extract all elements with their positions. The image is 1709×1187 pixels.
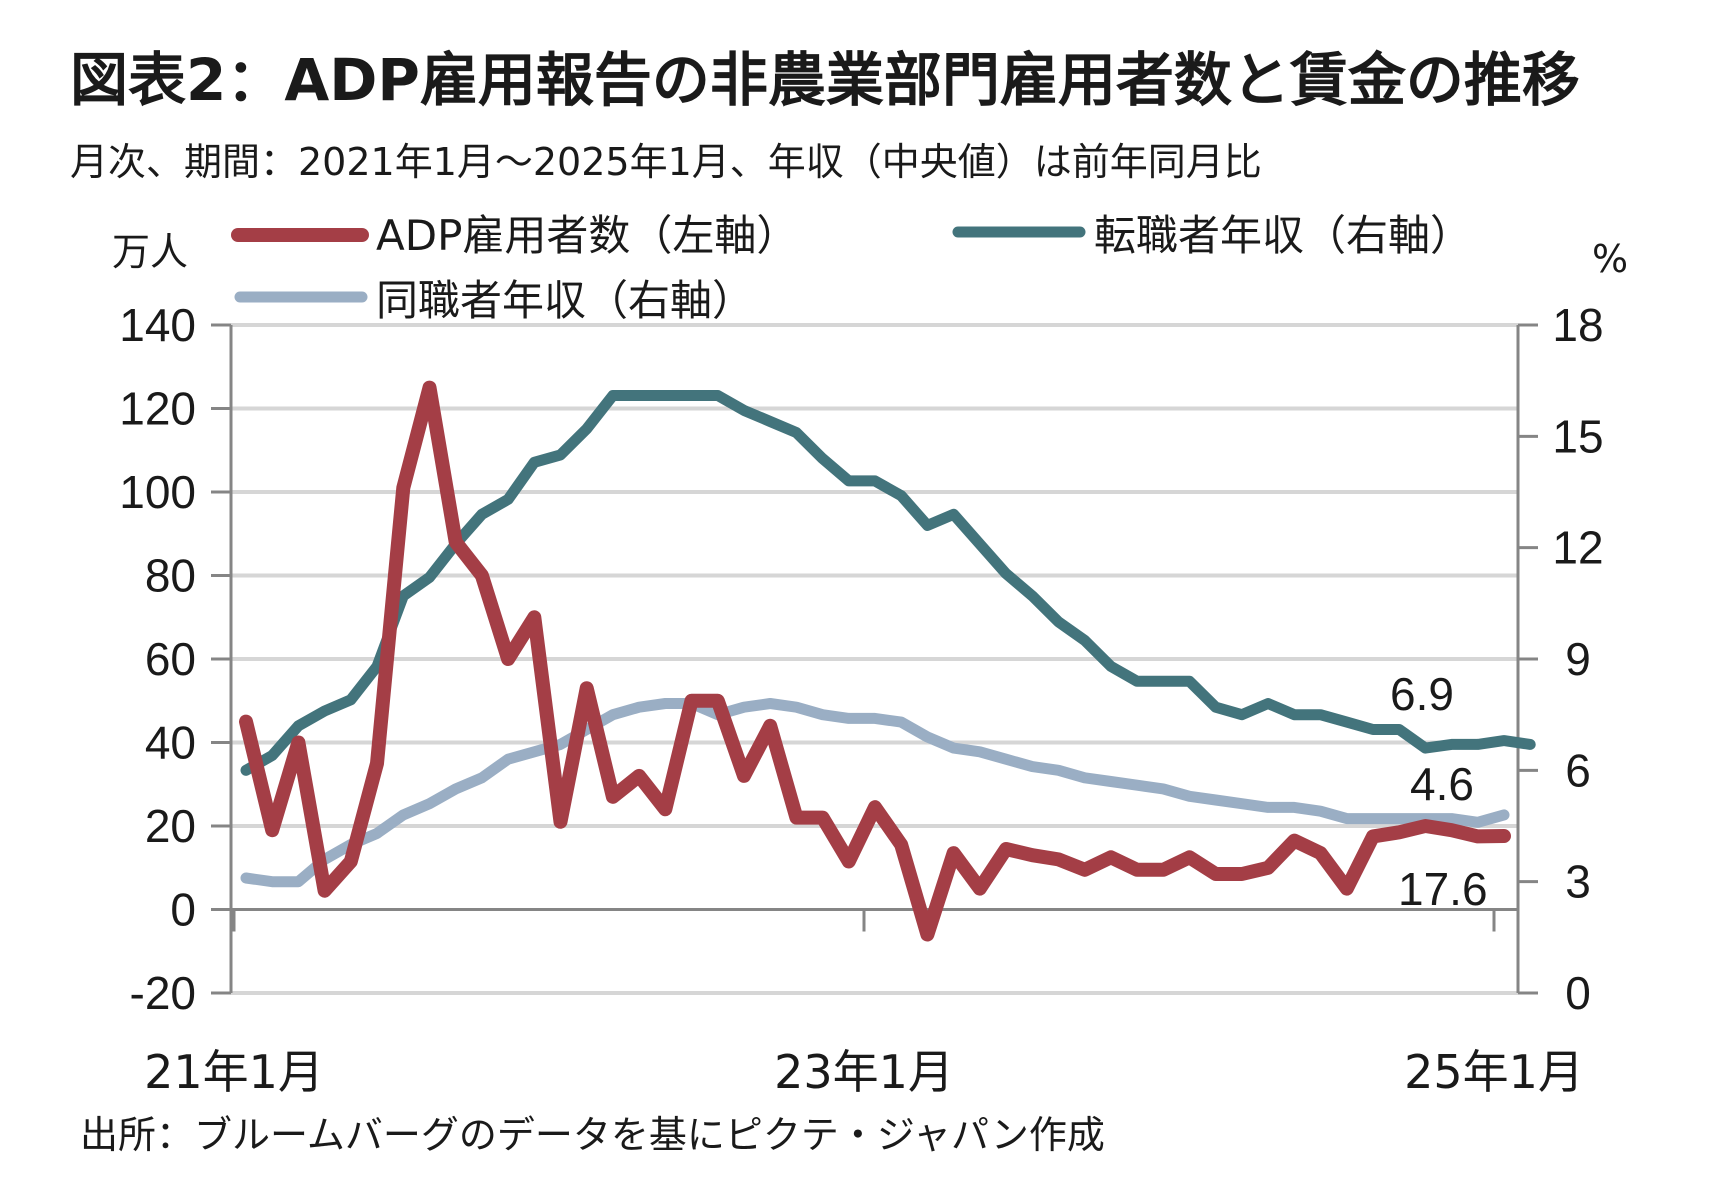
left-tick-label: 80	[145, 550, 196, 602]
chart-source: 出所：ブルームバーグのデータを基にピクテ・ジャパン作成	[80, 1113, 1105, 1157]
left-tick-label: 60	[145, 633, 196, 685]
legend-label-job-stayer: 同職者年収（右軸）	[376, 276, 754, 325]
legend-label-adp: ADP雇用者数（左軸）	[376, 211, 798, 260]
left-tick-label: 140	[119, 299, 196, 351]
right-tick-label: 3	[1565, 856, 1591, 908]
right-axis-ticks: 18 15 12 9 6 3 0	[1518, 299, 1604, 1019]
x-tick-label: 21年1月	[144, 1045, 324, 1099]
left-axis-ticks: 140 120 100 80 60 40 20 0 -20	[119, 299, 231, 1019]
end-label-job-stayer: 4.6	[1410, 758, 1474, 810]
right-axis-unit: %	[1592, 237, 1628, 281]
right-tick-label: 0	[1565, 967, 1591, 1019]
legend: ADP雇用者数（左軸） 転職者年収（右軸） 同職者年収（右軸）	[231, 211, 1472, 325]
right-tick-label: 18	[1552, 299, 1603, 351]
left-tick-label: 40	[145, 717, 196, 769]
x-tick-label: 23年1月	[774, 1045, 954, 1099]
chart-title: 図表2：ADP雇用報告の非農業部門雇用者数と賃金の推移	[70, 46, 1580, 114]
left-tick-label: -20	[130, 967, 196, 1019]
left-tick-label: 100	[119, 466, 196, 518]
series-line-adp-employment	[239, 380, 1511, 942]
right-tick-label: 15	[1552, 410, 1603, 462]
legend-label-job-changer: 転職者年収（右軸）	[1094, 211, 1472, 260]
series-layer	[239, 380, 1536, 942]
right-tick-label: 12	[1552, 522, 1603, 574]
left-tick-label: 120	[119, 383, 196, 435]
right-tick-label: 6	[1565, 744, 1591, 796]
chart-subtitle: 月次、期間：2021年1月～2025年1月、年収（中央値）は前年同月比	[70, 140, 1262, 184]
left-axis-unit: 万人	[112, 230, 188, 274]
x-axis-ticks: 21年1月 23年1月 25年1月	[144, 909, 1584, 1099]
x-tick-label: 25年1月	[1404, 1045, 1584, 1099]
left-tick-label: 20	[145, 800, 196, 852]
right-tick-label: 9	[1565, 633, 1591, 685]
end-label-job-changer: 6.9	[1390, 668, 1454, 720]
end-label-adp: 17.6	[1398, 863, 1488, 915]
series-line-job-stayer-pay	[240, 698, 1510, 888]
left-tick-label: 0	[170, 884, 196, 936]
